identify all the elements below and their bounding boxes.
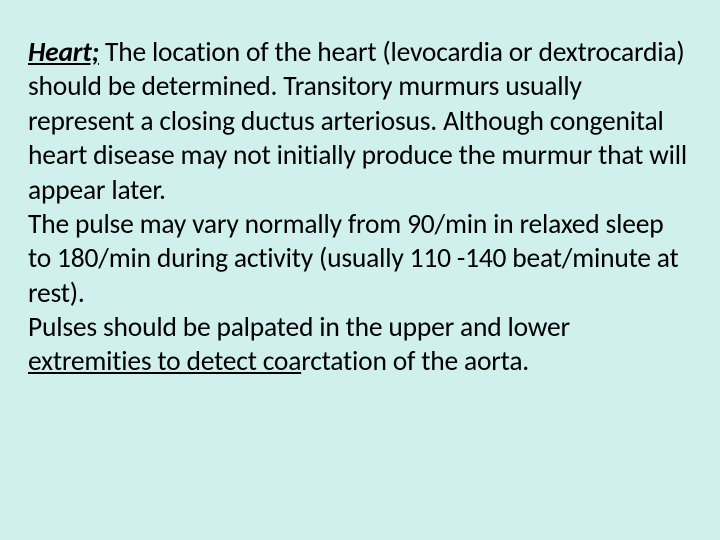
slide-heading: Heart; bbox=[28, 36, 99, 69]
slide-paragraph-2: The pulse may vary normally from 90/min … bbox=[28, 208, 679, 310]
slide-body: Heart; The location of the heart (levoca… bbox=[28, 36, 692, 380]
slide-paragraph-3-underlined: extremities to detect coa bbox=[28, 345, 301, 378]
slide-paragraph-3-pre: Pulses should be palpated in the upper a… bbox=[28, 311, 570, 344]
slide-paragraph-1: The location of the heart (levocardia or… bbox=[28, 36, 687, 207]
slide-paragraph-3-post: rctation of the aorta. bbox=[301, 345, 529, 378]
